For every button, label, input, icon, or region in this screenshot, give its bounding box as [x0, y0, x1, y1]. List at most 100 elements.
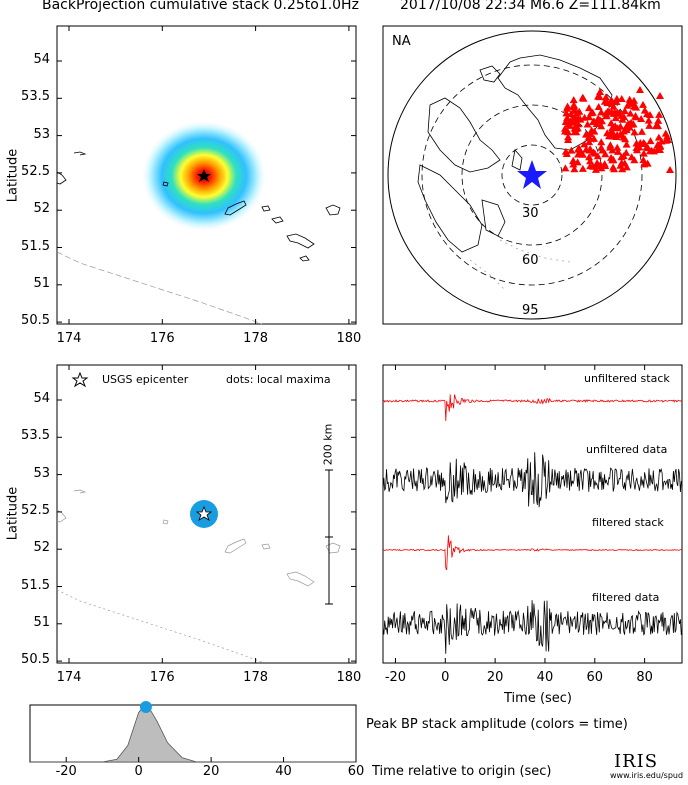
station-marker: [608, 97, 617, 105]
station-marker: [657, 137, 666, 145]
station-marker: [619, 127, 628, 135]
station-marker: [569, 103, 578, 111]
station-marker: [562, 104, 571, 112]
ytick-label: 53: [33, 126, 50, 142]
station-marker: [612, 97, 621, 105]
amplitude-title: Peak BP stack amplitude (colors = time): [366, 717, 628, 732]
station-marker: [663, 132, 672, 140]
station-marker: [570, 124, 579, 132]
station-marker: [585, 138, 594, 146]
ytick-label: 51: [33, 275, 50, 291]
station-marker: [625, 119, 634, 127]
station-marker: [609, 163, 618, 171]
amplitude-area: [30, 706, 356, 763]
station-marker: [564, 120, 573, 128]
station-marker: [654, 116, 663, 124]
station-marker: [573, 158, 582, 166]
station-marker: [635, 143, 644, 151]
station-marker: [611, 109, 620, 117]
station-marker: [632, 144, 641, 152]
legend-dots: dots: local maxima: [226, 373, 331, 386]
station-marker: [607, 108, 616, 116]
station-marker: [567, 146, 576, 154]
station-marker: [574, 150, 583, 158]
xtick-label: 178: [243, 331, 268, 346]
station-marker: [597, 138, 606, 146]
station-marker: [635, 143, 644, 151]
station-marker: [613, 143, 622, 151]
xtick-label: 40: [536, 670, 554, 685]
ytick-label: 54: [33, 391, 50, 406]
station-marker: [572, 128, 581, 136]
station-marker: [576, 115, 585, 123]
station-marker: [613, 130, 622, 138]
station-marker: [645, 121, 654, 129]
traces-xlabel: Time (sec): [504, 691, 573, 706]
station-marker: [612, 94, 621, 102]
station-marker: [601, 109, 610, 117]
station-marker: [609, 109, 618, 117]
station-marker: [642, 142, 651, 150]
station-marker: [598, 146, 607, 154]
scale-label: 200 km: [321, 423, 335, 466]
station-marker: [570, 113, 579, 121]
station-marker: [632, 139, 641, 147]
station-marker: [617, 94, 626, 102]
station-marker: [587, 109, 596, 117]
station-marker: [608, 155, 617, 163]
station-marker: [632, 103, 641, 111]
station-marker: [582, 130, 591, 138]
station-marker: [572, 115, 581, 123]
station-marker: [646, 147, 655, 155]
station-marker: [578, 93, 587, 101]
station-marker: [594, 114, 603, 122]
station-marker: [610, 108, 619, 116]
station-marker: [586, 157, 595, 165]
station-marker: [631, 102, 640, 110]
xtick-label: 0: [134, 764, 143, 779]
station-marker: [656, 141, 665, 149]
station-marker: [633, 146, 642, 154]
station-marker: [627, 120, 636, 128]
station-marker: [656, 142, 665, 150]
station-marker: [616, 122, 625, 130]
station-marker: [616, 161, 625, 169]
station-marker: [585, 113, 594, 121]
station-marker: [625, 99, 634, 107]
xtick-label: 176: [149, 670, 175, 685]
ytick-label: 51.5: [21, 577, 50, 593]
ytick-label: 54: [33, 52, 50, 67]
station-marker: [610, 165, 619, 173]
station-marker: [606, 141, 615, 149]
station-marker: [584, 133, 593, 141]
legend-epicenter: USGS epicenter: [102, 373, 189, 386]
iris-url: www.iris.edu/spud: [610, 771, 684, 780]
station-marker: [564, 133, 573, 141]
xtick-label: 0: [441, 670, 450, 685]
station-marker: [577, 148, 586, 156]
station-marker: [571, 114, 579, 121]
station-marker: [561, 164, 570, 172]
station-marker: [627, 153, 636, 161]
station-marker: [593, 160, 602, 168]
station-marker: [593, 159, 602, 167]
station-marker: [585, 146, 594, 154]
station-marker: [601, 161, 610, 169]
xtick-label: 174: [56, 670, 82, 685]
station-marker: [566, 110, 575, 118]
station-marker: [571, 125, 580, 133]
station-marker: [589, 162, 598, 170]
station-marker: [655, 110, 664, 118]
station-marker: [569, 160, 578, 168]
ring-label-30: 30: [522, 206, 539, 221]
unfiltered-data-trace: [382, 452, 682, 508]
unfiltered-stack-trace: [382, 394, 682, 422]
station-marker: [563, 102, 572, 110]
station-marker: [580, 140, 589, 148]
station-marker: [570, 101, 579, 109]
station-marker: [569, 156, 578, 164]
station-marker: [583, 120, 592, 128]
station-marker: [561, 127, 570, 135]
station-marker: [601, 93, 610, 101]
station-marker: [608, 132, 617, 140]
